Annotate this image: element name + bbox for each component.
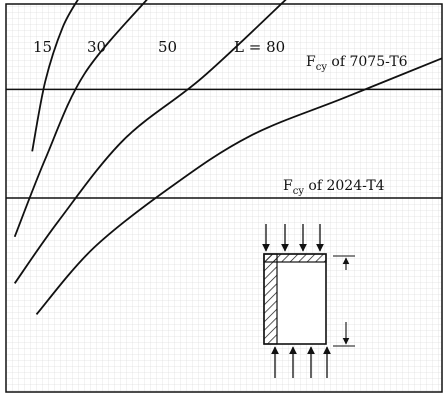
curve-label-2: 30 bbox=[87, 38, 106, 56]
compression-sketch bbox=[262, 224, 355, 378]
reference-lines: Fcy of 7075-T6 Fcy of 2024-T4 bbox=[6, 54, 442, 199]
curve-labels: 15 30 50 L = 80 bbox=[33, 38, 285, 56]
reference-line-label-1: Fcy of 7075-T6 bbox=[306, 54, 408, 73]
panel-side-hatch bbox=[263, 253, 278, 345]
curves bbox=[13, 0, 443, 315]
curve-1 bbox=[31, 0, 79, 152]
curve-2 bbox=[13, 0, 148, 238]
curve-4 bbox=[35, 57, 443, 315]
load-arrows-bottom bbox=[271, 346, 331, 378]
curve-label-4: L = 80 bbox=[234, 38, 285, 56]
curve-label-3: 50 bbox=[158, 38, 177, 56]
curve-label-1: 15 bbox=[33, 38, 52, 56]
reference-line-label-2: Fcy of 2024-T4 bbox=[283, 178, 385, 197]
length-dimension bbox=[333, 255, 355, 347]
curve-3 bbox=[13, 0, 287, 284]
load-arrows-top bbox=[262, 224, 324, 252]
